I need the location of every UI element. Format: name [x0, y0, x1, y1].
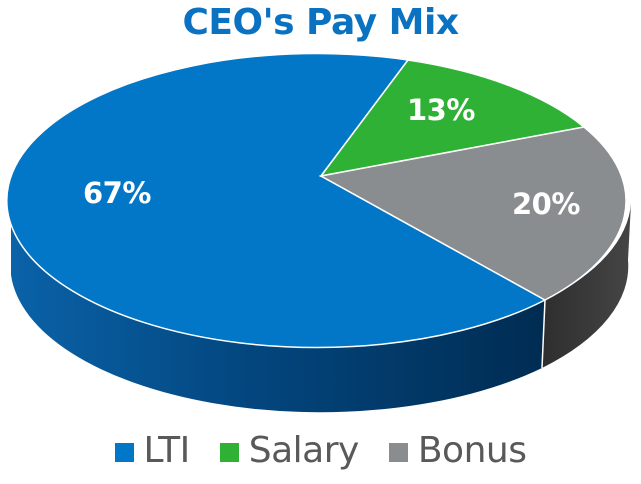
- salary-data-label: 13%: [407, 93, 475, 127]
- lti-slice-side: [11, 205, 545, 413]
- chart-legend: LTI Salary Bonus: [0, 430, 641, 471]
- salary-swatch-icon: [219, 443, 239, 462]
- lti-data-label: 67%: [83, 176, 151, 210]
- lti-slice[interactable]: [6, 52, 547, 349]
- legend-item-bonus[interactable]: Bonus: [388, 430, 527, 471]
- legend-label: Bonus: [417, 430, 527, 471]
- legend-label: LTI: [143, 430, 191, 471]
- salary-slice[interactable]: [319, 59, 586, 178]
- chart-title: CEO's Pay Mix: [182, 2, 459, 43]
- legend-item-salary[interactable]: Salary: [219, 430, 360, 471]
- bonus-slice-side: [542, 203, 631, 368]
- lti-swatch-icon: [114, 443, 134, 462]
- legend-label: Salary: [248, 430, 360, 471]
- legend-item-lti[interactable]: LTI: [114, 430, 191, 471]
- bonus-slice[interactable]: [318, 126, 627, 301]
- bonus-data-label: 20%: [512, 187, 580, 221]
- bonus-swatch-icon: [388, 443, 408, 462]
